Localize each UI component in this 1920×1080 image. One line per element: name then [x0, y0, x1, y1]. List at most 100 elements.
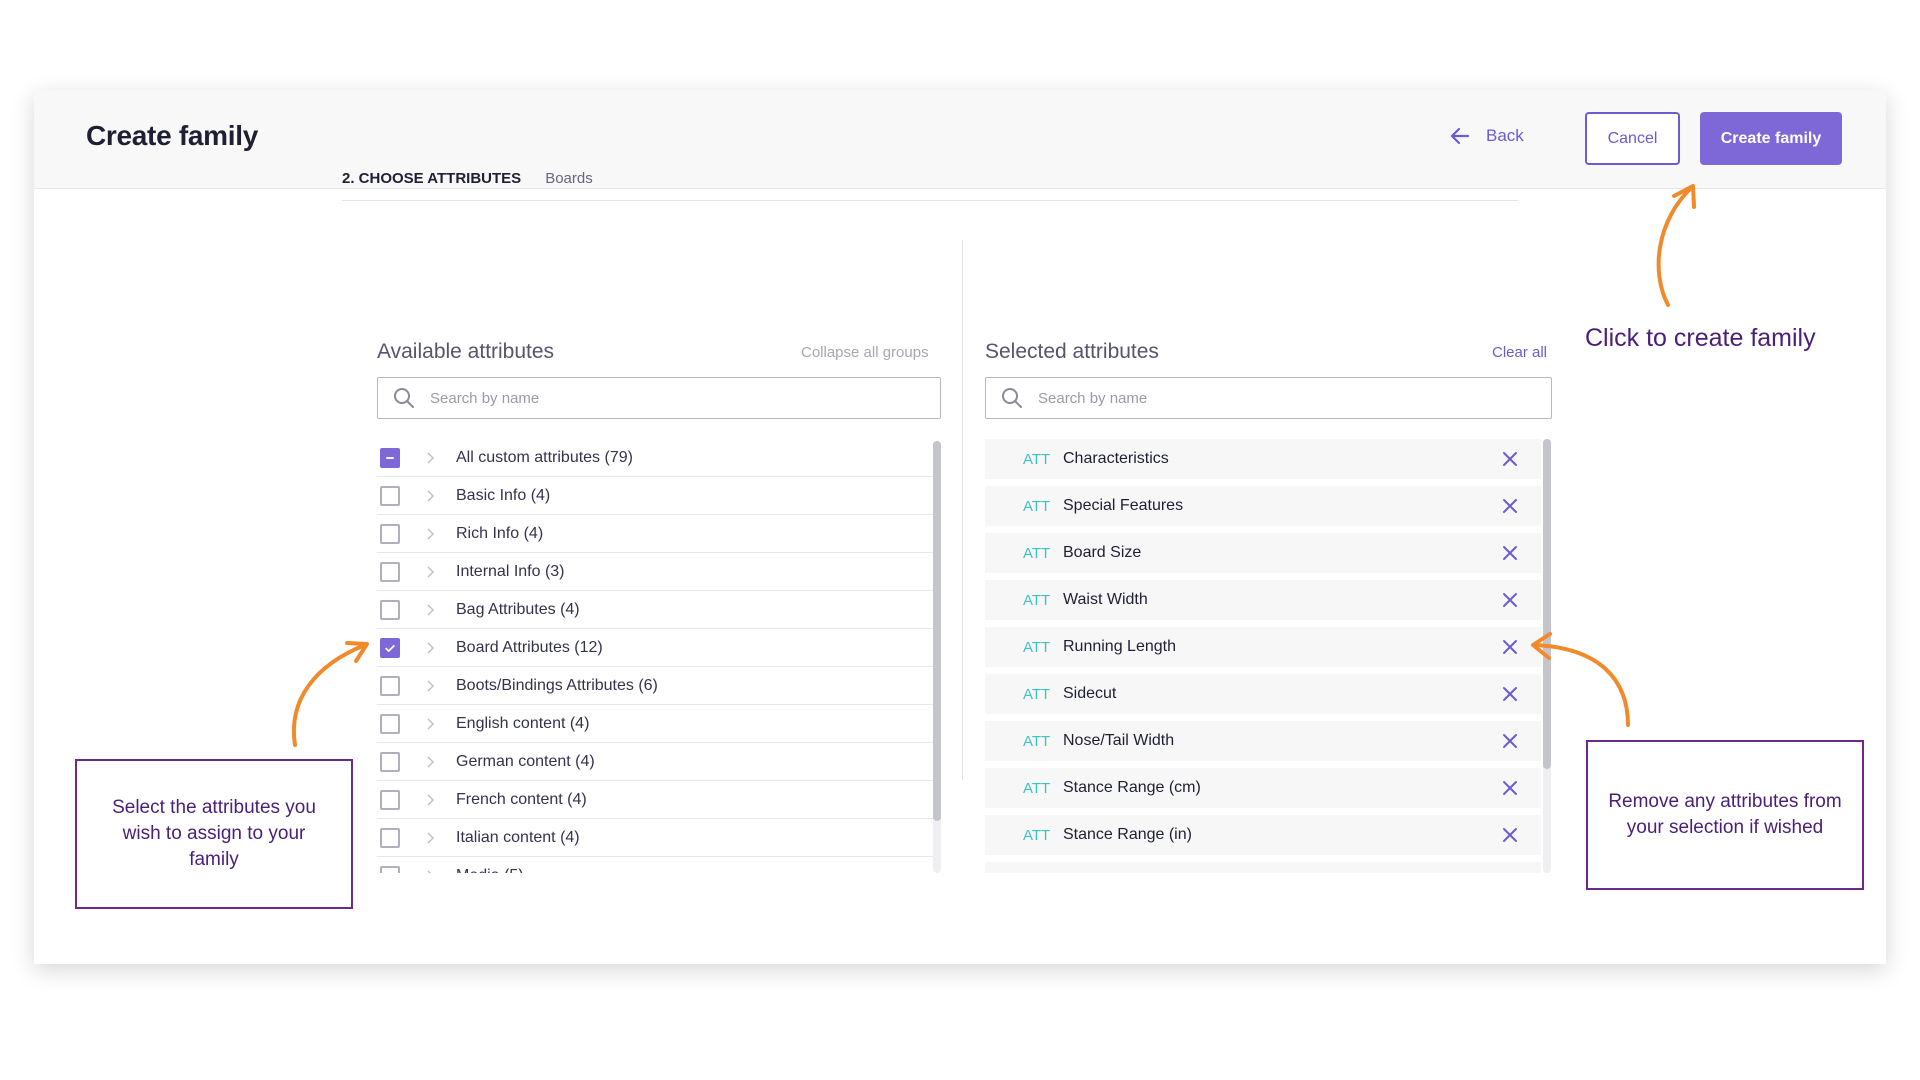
remove-icon[interactable] [1501, 638, 1519, 656]
remove-icon[interactable] [1501, 732, 1519, 750]
selected-attribute-label: Running Length [1063, 638, 1176, 655]
step-header: 2. CHOOSE ATTRIBUTES Boards [342, 165, 1518, 201]
chevron-right-icon[interactable] [424, 869, 436, 874]
selected-attribute-row: ATT Nose/Tail Width [985, 721, 1541, 761]
remove-icon[interactable] [1501, 544, 1519, 562]
search-icon [1002, 388, 1022, 408]
selected-attribute-label: Special Features [1063, 497, 1184, 514]
att-tag: ATT [1023, 638, 1051, 656]
chevron-right-icon[interactable] [424, 831, 436, 844]
attribute-group-checkbox[interactable] [380, 637, 400, 658]
available-search-input[interactable] [430, 389, 940, 407]
clear-all-link[interactable]: Clear all [1492, 344, 1548, 361]
attribute-group-checkbox[interactable] [380, 751, 400, 772]
selected-attribute-row: ATT Board Size [985, 533, 1541, 573]
attribute-group-checkbox[interactable] [380, 523, 400, 544]
attribute-group-row[interactable]: Media (5) [377, 857, 933, 873]
selected-attributes-list: ATT Characteristics ATT Special Features ATT… [985, 439, 1541, 873]
att-tag: ATT [1023, 732, 1051, 750]
attribute-group-label: Basic Info (4) [456, 486, 551, 504]
back-label: Back [1486, 126, 1524, 145]
attribute-group-row[interactable]: German content (4) [377, 743, 933, 781]
step-label: 2. CHOOSE ATTRIBUTES [342, 170, 522, 187]
attribute-group-row[interactable]: Basic Info (4) [377, 477, 933, 515]
available-scrollbar[interactable] [933, 441, 941, 873]
selected-search [985, 377, 1552, 419]
chevron-right-icon[interactable] [424, 451, 436, 464]
chevron-right-icon[interactable] [424, 565, 436, 578]
remove-icon[interactable] [1501, 497, 1519, 515]
att-tag: ATT [1023, 450, 1051, 468]
arrow-left-icon [1450, 127, 1470, 145]
selected-attribute-row: ATT Characteristics [985, 439, 1541, 479]
selected-attribute-row: ATT Sidecut [985, 674, 1541, 714]
available-attributes-list: All custom attributes (79) Basic Info (4)… [377, 439, 951, 873]
attribute-group-label: Internal Info (3) [456, 562, 565, 580]
create-family-button[interactable]: Create family [1700, 112, 1842, 165]
attribute-group-label: Boots/Bindings Attributes (6) [456, 676, 658, 694]
chevron-right-icon[interactable] [424, 679, 436, 692]
selected-attribute-row: ATT Special Features [985, 486, 1541, 526]
attribute-group-row[interactable]: Board Attributes (12) [377, 629, 933, 667]
remove-icon[interactable] [1501, 779, 1519, 797]
attribute-group-label: English content (4) [456, 714, 590, 732]
attribute-group-checkbox[interactable] [380, 675, 400, 696]
remove-icon[interactable] [1501, 826, 1519, 844]
select-attributes-callout: Select the attributes you wish to assign… [75, 759, 353, 909]
remove-icon[interactable] [1501, 450, 1519, 468]
attribute-group-checkbox[interactable] [380, 599, 400, 620]
chevron-right-icon[interactable] [424, 527, 436, 540]
selected-attribute-row: ATT Stance Range (in) [985, 815, 1541, 855]
selected-attribute-label: Sidecut [1063, 685, 1117, 702]
back-button[interactable]: Back [1448, 124, 1524, 148]
attribute-group-row[interactable]: All custom attributes (79) [377, 439, 933, 477]
panel-divider [962, 240, 963, 780]
collapse-all-groups-link[interactable]: Collapse all groups [801, 344, 929, 361]
chevron-right-icon[interactable] [424, 603, 436, 616]
selected-attribute-label: Nose/Tail Width [1063, 732, 1175, 749]
search-icon [394, 388, 414, 408]
attribute-group-label: German content (4) [456, 752, 595, 770]
selected-scrollbar-thumb[interactable] [1543, 439, 1551, 769]
attribute-group-checkbox[interactable] [380, 485, 400, 506]
selected-search-input[interactable] [1038, 389, 1551, 407]
chevron-right-icon[interactable] [424, 489, 436, 502]
remove-icon[interactable] [1501, 685, 1519, 703]
att-tag: ATT [1023, 591, 1051, 609]
selected-attribute-row: ATT [985, 862, 1541, 873]
att-tag: ATT [1023, 779, 1051, 797]
attribute-group-label: Rich Info (4) [456, 524, 544, 542]
attribute-group-checkbox[interactable] [380, 561, 400, 582]
selected-scrollbar[interactable] [1543, 439, 1551, 873]
family-name: Boards [545, 170, 593, 187]
available-search [377, 377, 941, 419]
attribute-group-row[interactable]: English content (4) [377, 705, 933, 743]
chevron-right-icon[interactable] [424, 755, 436, 768]
att-tag: ATT [1023, 497, 1051, 515]
chevron-right-icon[interactable] [424, 717, 436, 730]
attribute-group-checkbox[interactable] [380, 713, 400, 734]
available-attributes-title: Available attributes [377, 340, 555, 363]
chevron-right-icon[interactable] [424, 641, 436, 654]
attribute-group-checkbox[interactable] [380, 865, 400, 873]
attribute-group-checkbox[interactable] [380, 447, 400, 468]
remove-icon[interactable] [1501, 591, 1519, 609]
cancel-button[interactable]: Cancel [1585, 112, 1680, 165]
att-tag: ATT [1023, 685, 1051, 703]
attribute-group-label: French content (4) [456, 790, 587, 808]
selected-attribute-row: ATT Running Length [985, 627, 1541, 667]
available-scrollbar-thumb[interactable] [933, 441, 941, 821]
attribute-group-row[interactable]: French content (4) [377, 781, 933, 819]
attribute-group-checkbox[interactable] [380, 827, 400, 848]
attribute-group-label: All custom attributes (79) [456, 448, 633, 466]
chevron-right-icon[interactable] [424, 793, 436, 806]
attribute-group-checkbox[interactable] [380, 789, 400, 810]
attribute-group-row[interactable]: Internal Info (3) [377, 553, 933, 591]
create-family-annotation: Click to create family [1585, 324, 1816, 352]
attribute-group-row[interactable]: Rich Info (4) [377, 515, 933, 553]
dialog-header: Create family Back Cancel Create family [34, 90, 1886, 189]
attribute-group-row[interactable]: Boots/Bindings Attributes (6) [377, 667, 933, 705]
attribute-group-row[interactable]: Bag Attributes (4) [377, 591, 933, 629]
selected-attribute-label: Stance Range (cm) [1063, 779, 1201, 796]
attribute-group-row[interactable]: Italian content (4) [377, 819, 933, 857]
